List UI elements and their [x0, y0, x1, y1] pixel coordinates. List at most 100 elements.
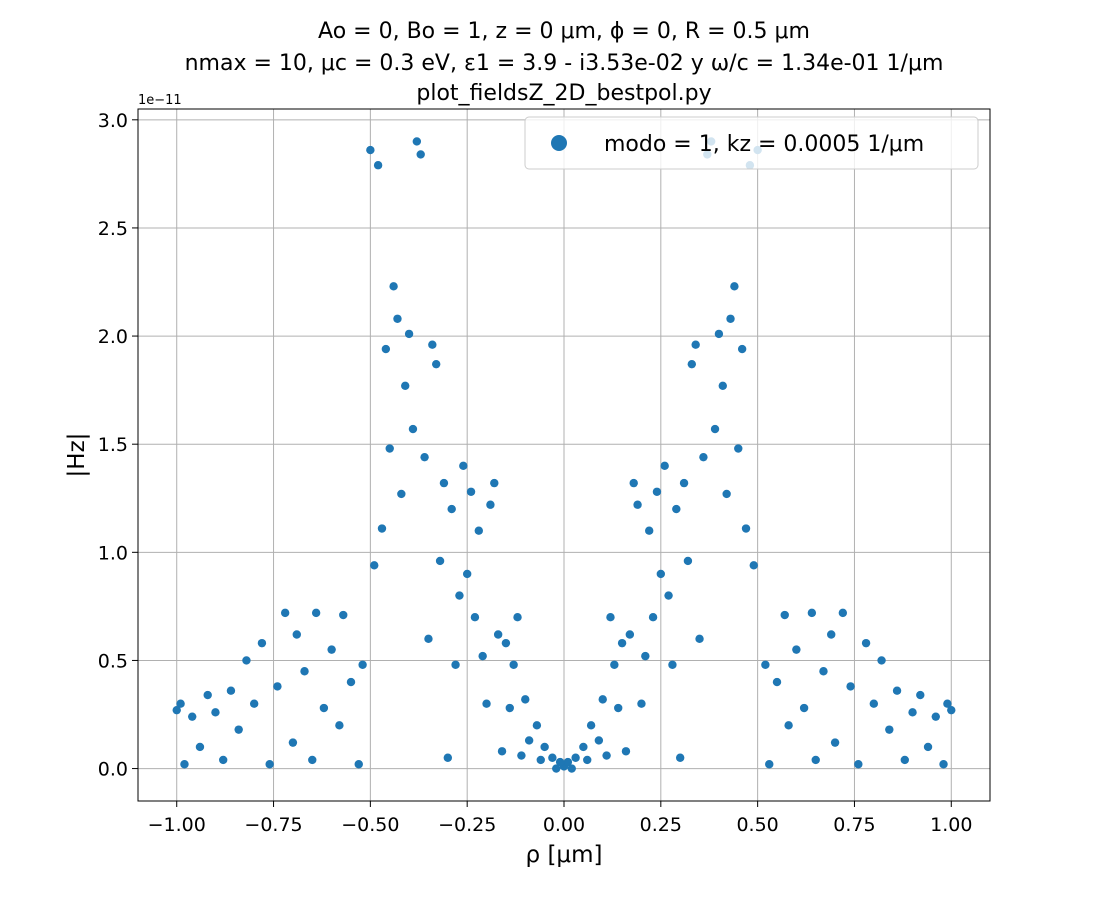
data-point — [513, 612, 522, 622]
data-point — [734, 444, 743, 453]
data-point — [885, 725, 894, 734]
data-point — [710, 424, 720, 434]
data-point — [594, 736, 604, 745]
data-point — [319, 703, 329, 713]
data-point — [714, 329, 724, 339]
data-point — [737, 344, 747, 354]
data-point — [563, 757, 573, 767]
data-point — [203, 690, 212, 700]
y-tick-label: 0.5 — [98, 650, 128, 672]
legend: modo = 1, kz = 0.0005 1/μm — [524, 116, 979, 170]
data-point — [838, 608, 848, 618]
data-point — [354, 760, 363, 769]
data-point — [819, 667, 828, 676]
data-point — [439, 478, 449, 488]
axis-ticks: −1.00 −0.75 −0.50 −0.25 0.00 0.25 0.50 0.75 1.00… — [98, 110, 973, 836]
y-tick-label: 3.0 — [98, 110, 128, 132]
data-point — [234, 725, 243, 734]
data-point — [892, 686, 902, 695]
data-point — [645, 526, 654, 535]
data-point — [265, 760, 274, 769]
data-point — [923, 742, 933, 752]
y-tick-label: 2.5 — [98, 218, 128, 240]
data-point — [610, 660, 619, 669]
data-point — [455, 591, 464, 600]
data-point — [869, 699, 879, 708]
data-point — [799, 703, 809, 713]
data-point — [311, 608, 321, 618]
data-point — [358, 660, 367, 669]
data-point — [641, 651, 650, 661]
data-point — [226, 686, 236, 695]
data-point — [420, 452, 429, 462]
data-point — [749, 561, 758, 570]
data-point — [373, 161, 383, 170]
data-point — [335, 721, 344, 730]
data-point — [490, 478, 499, 488]
data-point — [381, 344, 391, 354]
x-tick-label: 0.25 — [640, 814, 682, 836]
data-point — [695, 634, 704, 644]
data-point — [567, 764, 576, 773]
data-point — [846, 682, 855, 691]
data-point — [571, 753, 580, 762]
data-point — [242, 656, 251, 665]
data-point — [176, 699, 185, 708]
data-point — [536, 755, 545, 765]
data-point — [730, 282, 739, 291]
data-point — [652, 487, 662, 496]
data-point — [637, 699, 646, 708]
data-point — [827, 630, 836, 639]
data-point — [408, 424, 418, 434]
data-point — [586, 721, 596, 730]
data-point — [900, 755, 909, 765]
data-point — [424, 634, 433, 644]
data-point — [497, 747, 507, 756]
data-point — [668, 660, 677, 669]
data-point — [939, 760, 948, 769]
x-tick-label: 0.75 — [833, 814, 875, 836]
data-point — [435, 556, 445, 566]
data-point — [718, 381, 727, 390]
data-point — [614, 703, 623, 713]
y-tick-label: 0.0 — [98, 759, 128, 781]
data-point — [482, 699, 491, 708]
data-point — [679, 478, 689, 488]
data-point — [370, 561, 379, 570]
data-point — [675, 753, 685, 762]
data-point — [598, 695, 607, 704]
data-point — [741, 524, 751, 533]
data-point — [548, 753, 557, 762]
data-point — [466, 487, 476, 496]
data-point — [687, 359, 696, 369]
data-point — [625, 630, 635, 639]
data-point — [404, 329, 414, 339]
data-point — [916, 690, 925, 700]
data-point — [195, 742, 205, 752]
data-point — [683, 556, 693, 566]
data-point — [877, 656, 886, 665]
y-tick-label: 1.5 — [98, 434, 128, 456]
legend-box — [524, 116, 979, 170]
legend-marker — [551, 135, 567, 151]
data-point — [308, 755, 317, 765]
data-point — [273, 682, 282, 691]
data-point — [377, 524, 387, 533]
data-point — [784, 721, 793, 730]
data-point — [854, 760, 863, 769]
data-point — [931, 712, 940, 721]
y-tick-label: 1.0 — [98, 542, 128, 564]
data-point — [524, 736, 534, 745]
data-point — [617, 638, 627, 648]
data-point — [648, 612, 658, 622]
data-point — [691, 340, 700, 349]
data-point — [459, 461, 468, 471]
x-tick-label: 0.00 — [543, 814, 585, 836]
data-point — [660, 461, 669, 471]
data-point — [761, 660, 770, 669]
data-point — [412, 137, 422, 146]
data-point — [432, 359, 441, 369]
data-point — [947, 705, 956, 715]
data-point — [474, 526, 483, 535]
data-point — [780, 610, 789, 620]
